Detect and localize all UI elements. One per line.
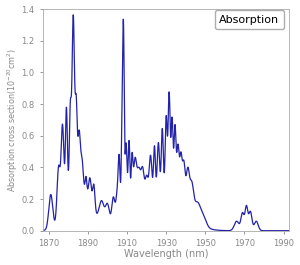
Y-axis label: Absorption cross section($10^{-20}$cm$^2$): Absorption cross section($10^{-20}$cm$^2… <box>6 48 20 192</box>
Legend: Absorption: Absorption <box>215 10 284 29</box>
X-axis label: Wavelength (nm): Wavelength (nm) <box>124 249 208 259</box>
